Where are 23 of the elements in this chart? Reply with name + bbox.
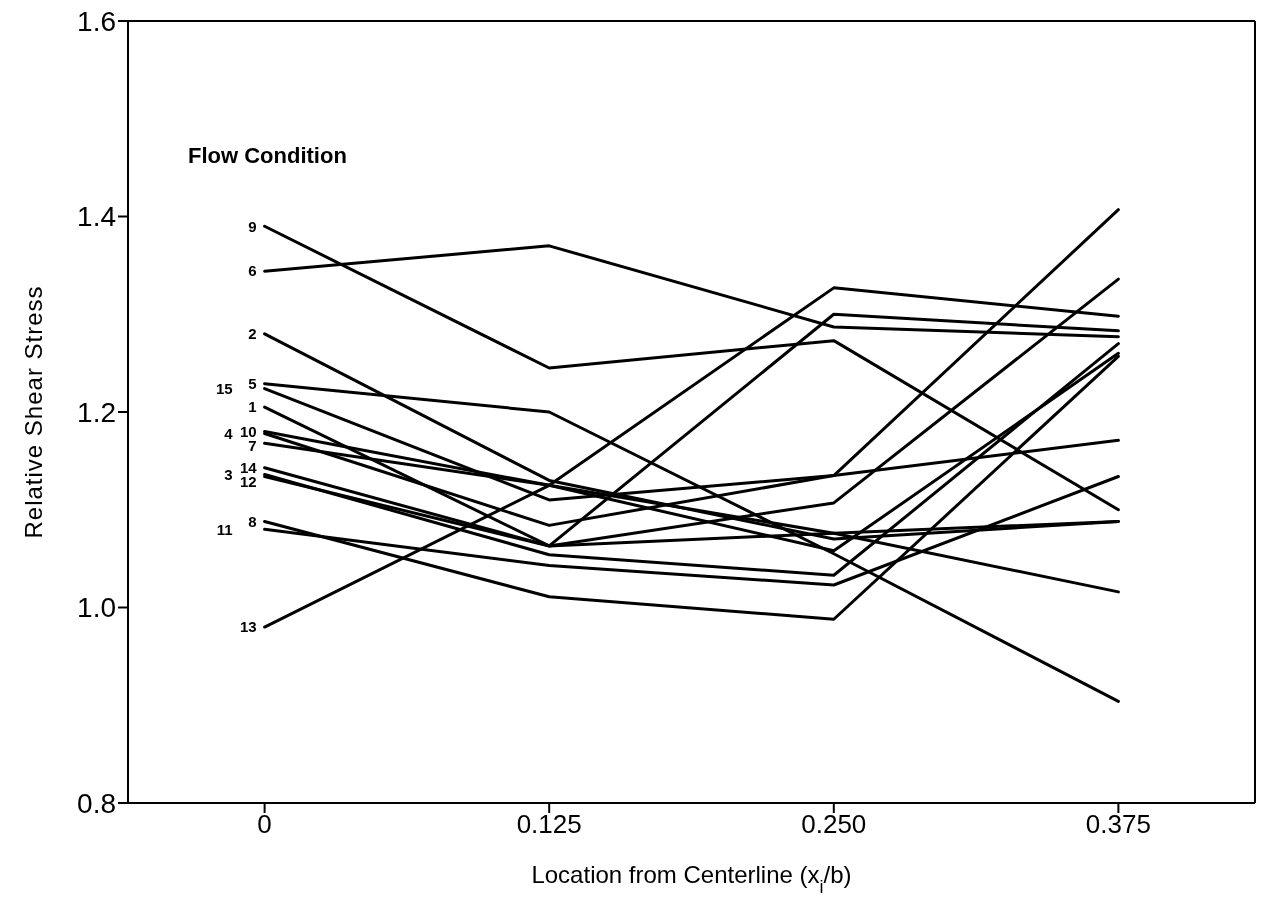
x-tick-label: 0 xyxy=(257,809,272,840)
x-axis-title: Location from Centerline (x$_{i}$/b) xyxy=(531,861,852,897)
series-label: 1 xyxy=(248,398,257,416)
text: 15 xyxy=(215,379,233,397)
x-tick-label: 0.375 xyxy=(1085,809,1151,840)
text: 3 xyxy=(224,465,233,483)
y-axis-title: Relative Shear Stress xyxy=(20,285,47,539)
text: 4 xyxy=(224,424,234,442)
series-label: 8 xyxy=(248,512,257,530)
x-tick-label: 0.125 xyxy=(516,809,582,840)
series-label: 13 xyxy=(239,618,257,636)
series-label: 2 xyxy=(248,325,257,343)
x-tick-label: 0.250 xyxy=(801,809,867,840)
series-label: 6 xyxy=(248,262,257,280)
series-label: 5 xyxy=(248,374,257,392)
text: 11 xyxy=(216,520,233,538)
y-tick-label: 1.4 xyxy=(77,201,116,233)
series-label: 9 xyxy=(248,217,257,235)
annotation: Flow Condition xyxy=(188,143,347,169)
y-tick-label: 1.6 xyxy=(77,5,116,37)
y-tick-label: 0.8 xyxy=(77,787,116,819)
y-tick-label: 1.2 xyxy=(77,396,116,428)
y-tick-label: 1.0 xyxy=(77,592,116,624)
